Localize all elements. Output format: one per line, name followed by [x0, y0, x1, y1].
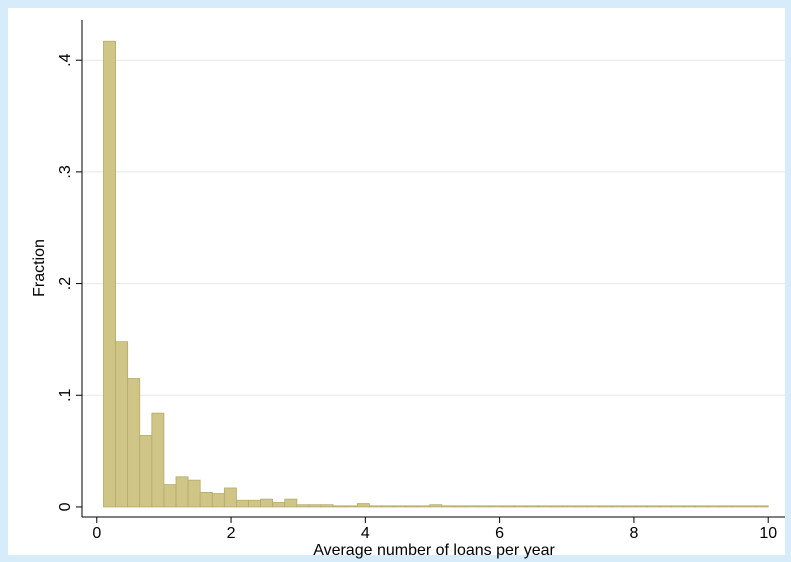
- x-tick-label: 0: [92, 525, 101, 542]
- bar: [236, 499, 249, 508]
- y-tick-label: .2: [57, 277, 74, 290]
- bar: [429, 504, 443, 508]
- bar: [344, 505, 358, 508]
- bar: [538, 505, 552, 508]
- bar: [526, 505, 539, 508]
- y-tick-label: .3: [57, 165, 74, 178]
- y-tick-label: 0: [57, 502, 74, 511]
- x-tick-label: 8: [629, 525, 638, 542]
- bar: [465, 505, 479, 508]
- bar: [368, 505, 382, 508]
- bar: [405, 505, 419, 508]
- bar: [695, 505, 709, 508]
- bar: [284, 498, 298, 508]
- y-tick-label: .4: [57, 53, 74, 66]
- bar: [163, 484, 177, 508]
- bar: [272, 502, 286, 508]
- bar: [211, 493, 225, 508]
- bar: [393, 505, 407, 508]
- bar: [598, 505, 612, 508]
- bar: [743, 505, 757, 508]
- bar: [671, 505, 685, 508]
- bar: [248, 499, 262, 508]
- bar: [622, 505, 636, 508]
- bar: [574, 505, 588, 508]
- bar: [501, 505, 515, 508]
- bar: [151, 412, 165, 508]
- bar: [139, 435, 153, 508]
- bar: [610, 505, 624, 508]
- bar: [381, 505, 394, 508]
- bar: [719, 505, 733, 508]
- bar: [103, 40, 116, 508]
- bar: [308, 504, 322, 508]
- y-axis-label: Fraction: [31, 239, 48, 297]
- bar: [514, 505, 527, 508]
- bar: [683, 505, 697, 508]
- bar: [260, 498, 274, 508]
- bar: [175, 476, 189, 508]
- bar: [659, 505, 672, 508]
- bar: [199, 492, 213, 508]
- bar: [453, 505, 467, 508]
- bar: [489, 505, 503, 508]
- bar: [296, 504, 310, 508]
- y-tick-label: .1: [57, 388, 74, 401]
- bar: [332, 505, 346, 508]
- bar: [731, 505, 745, 508]
- x-tick-label: 6: [495, 525, 504, 542]
- bar: [477, 505, 491, 508]
- bar: [550, 505, 564, 508]
- x-tick-label: 2: [227, 525, 236, 542]
- bar: [127, 378, 141, 508]
- bar: [562, 505, 576, 508]
- bar: [115, 341, 129, 508]
- bar: [356, 503, 370, 508]
- x-tick-label: 10: [759, 525, 777, 542]
- x-axis-label: Average number of loans per year: [313, 542, 555, 559]
- bar: [634, 505, 648, 508]
- bar: [707, 505, 721, 508]
- bar: [755, 505, 769, 508]
- x-tick-label: 4: [361, 525, 370, 542]
- bar: [417, 505, 431, 508]
- bar: [441, 505, 455, 508]
- bar: [646, 505, 660, 508]
- bar: [187, 479, 201, 508]
- bar: [586, 505, 600, 508]
- bar: [223, 487, 237, 508]
- bar: [320, 504, 334, 508]
